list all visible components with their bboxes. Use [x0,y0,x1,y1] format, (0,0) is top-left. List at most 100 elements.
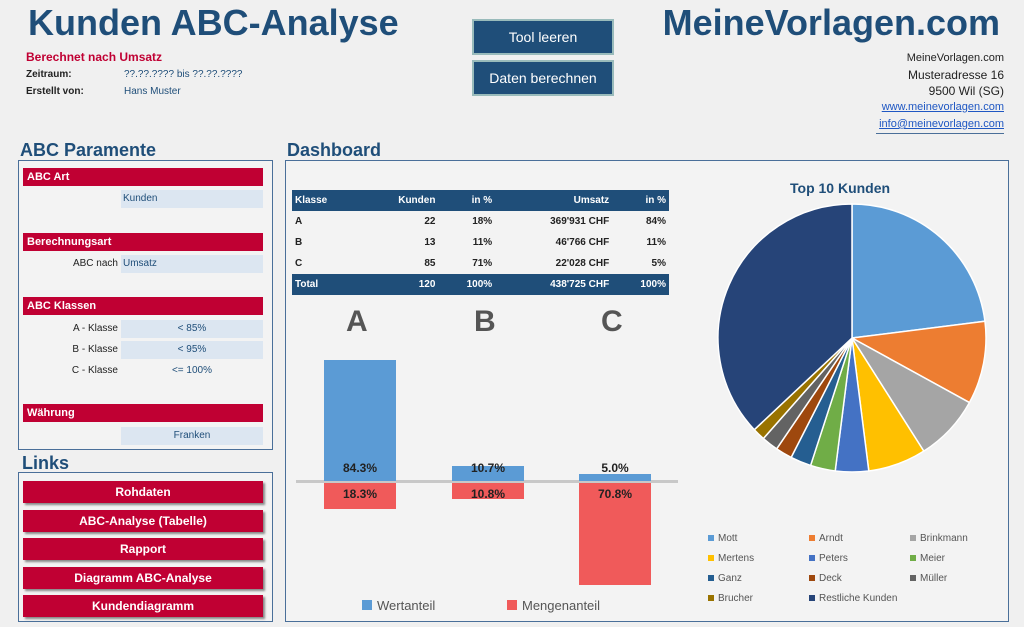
legend-label: Brucher [718,593,754,604]
category-label-C: C [601,305,623,338]
bar-mengenanteil-B [452,483,524,499]
legend-label: Ganz [718,573,742,584]
total-cell: 100% [612,274,669,295]
table-cell: 22'028 CHF [555,258,610,269]
legend-swatch [708,595,714,601]
table-cell: 369'931 CHF [550,216,610,227]
link-rohdaten[interactable]: Rohdaten [23,481,263,503]
zeitraum-label: Zeitraum: [26,69,72,80]
legend-wertanteil: Wertanteil [377,598,436,613]
waehrung-value[interactable]: Franken [121,427,263,445]
divider [876,133,1004,134]
summary-table: Klasse Kunden in % Umsatz in % A 22 18% 369… [292,190,669,295]
col-klasse: Klasse [292,190,361,211]
klasse-c-label: C - Klasse [71,365,118,376]
address-company: MeineVorlagen.com [906,52,1004,64]
table-cell: C [295,258,303,269]
brand-logo: MeineVorlagen.com [662,2,1000,43]
pie-slice-mott [851,203,986,339]
pie-legend-item: Arndt [809,533,843,544]
legend-mengenanteil: Mengenanteil [522,598,601,613]
params-title: ABC Paramente [20,140,157,160]
table-cell: B [295,237,303,248]
total-cell: 100% [438,274,496,295]
table-cell: 46'766 CHF [555,237,610,248]
legend-label: Restliche Kunden [819,593,898,604]
page-title: Kunden ABC-Analyse [28,2,399,43]
link-rapport[interactable]: Rapport [23,538,263,560]
col-umsatz: Umsatz [495,190,613,211]
abc-art-header: ABC Art [23,168,263,186]
table-cell: 11% [646,237,666,248]
baseline [296,480,678,483]
website-link[interactable]: www.meinevorlagen.com [881,101,1004,113]
abc-art-value[interactable]: Kunden [121,190,263,208]
table-cell: 18% [472,216,493,227]
bar-wertanteil-A [324,359,396,481]
legend-label: Peters [819,553,848,564]
berechnung-label: ABC nach [72,258,118,269]
pie-legend-item: Brinkmann [910,533,968,544]
erstellt-label: Erstellt von: [26,86,84,97]
links-panel: Rohdaten ABC-Analyse (Tabelle) Rapport D… [18,472,273,622]
pie-slice-arndt [849,320,987,404]
pie-legend-item: Ganz [708,573,742,584]
legend-swatch [708,535,714,541]
table-cell: 71% [472,258,493,269]
table-total-row: Total 120 100% 438'725 CHF 100% [292,274,669,295]
klasse-b-value[interactable]: < 95% [121,341,263,359]
address-street: Musteradresse 16 [907,68,1004,82]
pie-slice-restliche-kunden [717,203,853,431]
legend-label: Mott [718,533,738,544]
table-row: B 13 11% 46'766 CHF 11% [292,232,669,253]
table-cell: 13 [424,237,436,248]
berechnung-header: Berechnungsart [23,233,263,251]
legend-swatch [910,575,916,581]
label-wertanteil-B: 10.7% [470,461,506,475]
legend-label: Meier [920,553,946,564]
label-mengenanteil-A: 18.3% [342,487,378,501]
col-kunden: Kunden [360,190,439,211]
legend-label: Arndt [819,533,843,544]
links-title: Links [22,453,70,473]
bar-wertanteil-B [452,465,524,481]
label-wertanteil-A: 84.3% [342,461,378,475]
bar-wertanteil-C [579,473,651,481]
total-cell: 438'725 CHF [495,274,613,295]
label-mengenanteil-C: 70.8% [597,487,633,501]
klasse-c-value[interactable]: <= 100% [171,365,213,376]
table-cell: A [295,216,303,227]
link-abc-analyse-tabelle[interactable]: ABC-Analyse (Tabelle) [23,510,263,532]
bar-mengenanteil-A [324,483,396,510]
table-cell: 5% [651,258,666,269]
link-kundendiagramm[interactable]: Kundendiagramm [23,595,263,617]
legend-swatch [910,535,916,541]
label-wertanteil-C: 5.0% [601,461,629,475]
subtitle: Berechnet nach Umsatz [26,50,163,64]
pie-legend-item: Restliche Kunden [809,593,897,604]
table-cell: 11% [472,237,493,248]
pie-legend-item: Mott [708,533,737,544]
waehrung-header: Währung [23,404,263,422]
legend-label: Deck [819,573,842,584]
tool-leeren-button[interactable]: Tool leeren [472,19,614,55]
email-link[interactable]: info@meinevorlagen.com [879,118,1004,130]
bar-mengenanteil-C [579,483,651,585]
klassen-header: ABC Klassen [23,297,263,315]
daten-berechnen-button[interactable]: Daten berechnen [472,60,614,96]
berechnung-value[interactable]: Umsatz [121,255,263,273]
col-umsatz-pct: in % [612,190,669,211]
col-kunden-pct: in % [438,190,496,211]
klasse-a-value[interactable]: < 85% [121,320,263,338]
legend-label: Mertens [718,553,755,564]
pie-legend-item: Peters [809,553,848,564]
top10-pie-chart [717,203,987,473]
total-cell: 120 [360,274,439,295]
pie-legend-item: Deck [809,573,842,584]
link-diagramm-abc-analyse[interactable]: Diagramm ABC-Analyse [23,567,263,589]
pie-legend-item: Brucher [708,593,753,604]
pie-legend-item: Mertens [708,553,754,564]
legend-label: Brinkmann [920,533,968,544]
legend-swatch [362,600,372,610]
params-panel: ABC Art Kunden Berechnungsart ABC nach U… [18,160,273,450]
